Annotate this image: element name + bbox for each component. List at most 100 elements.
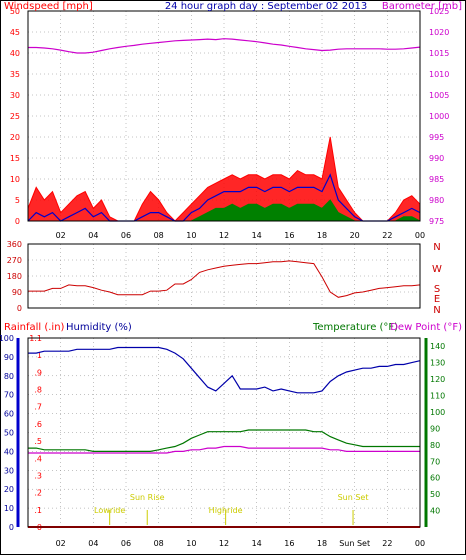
humidity-tick-label: 0 bbox=[9, 523, 14, 532]
mid-left-tick-label: 90 bbox=[12, 288, 22, 297]
mid-plot-frame bbox=[27, 243, 421, 309]
bot-x-tick-label: 12 bbox=[219, 539, 229, 548]
top-left-tick-label: 45 bbox=[10, 28, 20, 37]
top-right-tick-label: 1010 bbox=[429, 70, 449, 79]
bot-x-tick-label: 14 bbox=[252, 539, 262, 548]
temperature-tick-label: 90 bbox=[430, 424, 440, 433]
top-left-tick-label: 5 bbox=[15, 196, 20, 205]
top-x-tick-label: 16 bbox=[284, 231, 294, 240]
rainfall-tick-label: .5 bbox=[34, 437, 42, 446]
humidity-tick-label: 90 bbox=[4, 353, 14, 362]
temperature-tick-label: 50 bbox=[430, 490, 440, 499]
series-wind-direction bbox=[28, 260, 421, 298]
series-humidity bbox=[28, 346, 421, 394]
temperature-tick-label: 40 bbox=[430, 507, 440, 516]
temperature-tick-label: 130 bbox=[430, 359, 445, 368]
compass-label: N bbox=[433, 242, 440, 253]
top-x-tick-label: 06 bbox=[121, 231, 131, 240]
rainfall-tick-label: .8 bbox=[34, 386, 42, 395]
humidity-tick-label: 70 bbox=[4, 391, 14, 400]
top-x-tick-label: 10 bbox=[186, 231, 196, 240]
rainfall-tick-label: 1 bbox=[37, 351, 42, 360]
humidity-tick-label: 10 bbox=[4, 504, 14, 513]
rainfall-tick-label: .4 bbox=[34, 454, 42, 463]
mid-left-tick-label: 270 bbox=[7, 256, 22, 265]
humidity-tick-label: 50 bbox=[4, 429, 14, 438]
bot-x-tick-label: 08 bbox=[154, 539, 164, 548]
humidity-tick-label: 20 bbox=[4, 485, 14, 494]
series-dew-point bbox=[28, 445, 420, 454]
top-right-tick-label: 1005 bbox=[429, 91, 449, 100]
humidity-tick-label: 80 bbox=[4, 372, 14, 381]
top-left-tick-label: 35 bbox=[10, 70, 20, 79]
bot-x-tick-label: 02 bbox=[56, 539, 66, 548]
bot-x-tick-label: Sun Set bbox=[339, 539, 370, 548]
top-right-tick-label: 1015 bbox=[429, 49, 449, 58]
top-left-tick-label: 15 bbox=[10, 154, 20, 163]
sun-event-label: Sun Set bbox=[338, 493, 369, 502]
top-x-tick-label: 18 bbox=[317, 231, 327, 240]
bot-x-tick-label: 10 bbox=[186, 539, 196, 548]
humidity-tick-label: 100 bbox=[0, 334, 14, 343]
bot-x-tick-label: 06 bbox=[121, 539, 131, 548]
top-left-tick-label: 10 bbox=[10, 175, 20, 184]
dewpoint-axis-title: Dew Point (°F) bbox=[390, 322, 462, 333]
temperature-tick-label: 70 bbox=[430, 457, 440, 466]
top-right-tick-label: 1000 bbox=[429, 112, 449, 121]
mid-left-tick-label: 0 bbox=[17, 304, 22, 313]
temperature-tick-label: 100 bbox=[430, 408, 445, 417]
top-x-tick-label: 22 bbox=[382, 231, 392, 240]
compass-label: W bbox=[432, 264, 442, 275]
top-left-axis-title: Windspeed [mph] bbox=[4, 1, 93, 12]
humidity-tick-label: 60 bbox=[4, 410, 14, 419]
top-right-tick-label: 990 bbox=[429, 154, 444, 163]
bot-x-tick-label: 04 bbox=[88, 539, 98, 548]
rainfall-tick-label: .6 bbox=[34, 420, 42, 429]
top-left-tick-label: 30 bbox=[10, 91, 20, 100]
mid-left-tick-label: 360 bbox=[7, 240, 22, 249]
temperature-tick-label: 110 bbox=[430, 392, 445, 401]
top-x-tick-label: 04 bbox=[88, 231, 98, 240]
top-right-tick-label: 975 bbox=[429, 217, 444, 226]
rainfall-tick-label: .7 bbox=[34, 403, 42, 412]
top-x-tick-label: 08 bbox=[154, 231, 164, 240]
top-right-tick-label: 995 bbox=[429, 133, 444, 142]
top-right-tick-label: 1025 bbox=[429, 7, 449, 16]
top-x-tick-label: 12 bbox=[219, 231, 229, 240]
top-x-tick-label: 00 bbox=[415, 231, 425, 240]
sun-event-label: Lowride bbox=[94, 506, 125, 515]
top-right-tick-label: 985 bbox=[429, 175, 444, 184]
top-left-tick-label: 0 bbox=[15, 217, 20, 226]
top-right-tick-label: 980 bbox=[429, 196, 444, 205]
bot-x-tick-label: 00 bbox=[415, 539, 425, 548]
series-avg-wind bbox=[27, 173, 421, 222]
top-plot-frame bbox=[27, 10, 421, 222]
series-temperature bbox=[28, 429, 420, 452]
top-left-tick-label: 50 bbox=[10, 7, 20, 16]
top-left-tick-label: 25 bbox=[10, 112, 20, 121]
humidity-tick-label: 30 bbox=[4, 466, 14, 475]
rainfall-axis-title: Rainfall (.in) bbox=[4, 322, 65, 333]
top-right-axis-title: Barometer [mb] bbox=[382, 1, 462, 12]
bot-x-tick-label: 22 bbox=[382, 539, 392, 548]
temperature-tick-label: 140 bbox=[430, 342, 445, 351]
top-panel: 0510152025303540455097598098599099510001… bbox=[4, 1, 462, 240]
temperature-axis-title: Temperature (°F) bbox=[312, 322, 398, 333]
sun-event-label: Highride bbox=[209, 506, 243, 515]
sun-event-label: Sun Rise bbox=[130, 493, 165, 502]
compass-label: E bbox=[434, 294, 440, 305]
rainfall-tick-label: .3 bbox=[34, 471, 42, 480]
temperature-tick-label: 60 bbox=[430, 474, 440, 483]
top-x-tick-label: 20 bbox=[350, 231, 360, 240]
top-left-tick-label: 40 bbox=[10, 49, 20, 58]
compass-label: N bbox=[433, 305, 440, 316]
bot-plot-frame bbox=[27, 337, 421, 528]
mid-left-tick-label: 180 bbox=[7, 272, 22, 281]
rainfall-tick-label: .1 bbox=[34, 506, 42, 515]
rainfall-tick-label: .9 bbox=[34, 368, 42, 377]
humidity-axis-title: Humidity (%) bbox=[66, 322, 132, 333]
